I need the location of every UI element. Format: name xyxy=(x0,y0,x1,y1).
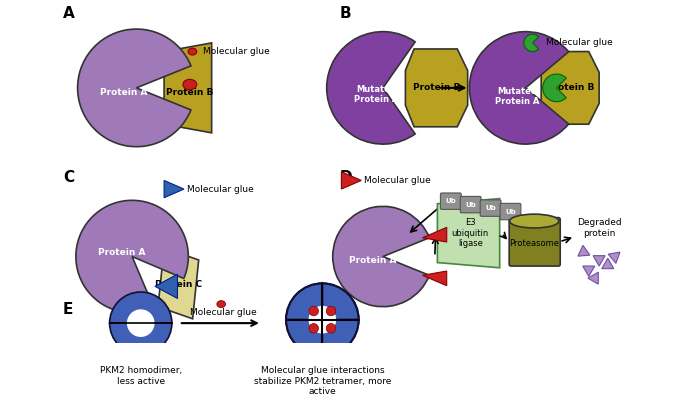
Circle shape xyxy=(309,324,319,333)
Text: PKM2 homodimer,
less active: PKM2 homodimer, less active xyxy=(100,367,182,386)
Wedge shape xyxy=(543,74,566,102)
Polygon shape xyxy=(423,271,447,286)
Text: Proteasome: Proteasome xyxy=(509,239,560,248)
Wedge shape xyxy=(327,32,415,144)
FancyBboxPatch shape xyxy=(509,218,560,266)
Ellipse shape xyxy=(183,79,196,90)
Polygon shape xyxy=(164,181,184,198)
Text: Protein A: Protein A xyxy=(349,256,396,265)
FancyBboxPatch shape xyxy=(460,196,481,213)
Text: E: E xyxy=(63,302,74,317)
Polygon shape xyxy=(583,266,595,276)
Text: Molecular glue interactions
stabilize PKM2 tetramer, more
active: Molecular glue interactions stabilize PK… xyxy=(254,367,391,395)
Circle shape xyxy=(308,306,336,333)
Polygon shape xyxy=(588,272,598,284)
Wedge shape xyxy=(469,32,568,144)
Wedge shape xyxy=(333,206,429,307)
Polygon shape xyxy=(541,52,599,124)
Text: Mutated
Protein A: Mutated Protein A xyxy=(495,87,539,106)
Text: E3
ubiquitin
ligase: E3 ubiquitin ligase xyxy=(452,218,489,248)
Text: A: A xyxy=(63,6,75,21)
Circle shape xyxy=(326,306,335,316)
Text: Mutated
Protein A: Mutated Protein A xyxy=(354,85,398,105)
Polygon shape xyxy=(406,49,468,127)
Text: C: C xyxy=(63,170,74,185)
Text: Ub: Ub xyxy=(446,198,456,204)
Text: D: D xyxy=(340,170,352,185)
Polygon shape xyxy=(593,256,605,266)
Text: Degraded
protein: Degraded protein xyxy=(577,218,622,238)
Polygon shape xyxy=(423,228,447,242)
Wedge shape xyxy=(323,283,358,320)
Text: Protein B: Protein B xyxy=(166,88,214,97)
Wedge shape xyxy=(323,320,358,356)
Text: Molecular glue: Molecular glue xyxy=(190,308,256,317)
Ellipse shape xyxy=(188,48,196,55)
FancyBboxPatch shape xyxy=(500,203,521,220)
Polygon shape xyxy=(342,172,361,189)
Circle shape xyxy=(309,306,319,316)
Text: B: B xyxy=(340,6,351,21)
Circle shape xyxy=(326,324,335,333)
Text: Molecular glue: Molecular glue xyxy=(186,184,253,194)
Text: Molecular glue: Molecular glue xyxy=(546,38,613,47)
Wedge shape xyxy=(286,320,323,356)
Polygon shape xyxy=(437,199,500,268)
FancyBboxPatch shape xyxy=(480,200,501,216)
Polygon shape xyxy=(602,258,614,269)
Wedge shape xyxy=(78,29,191,147)
Wedge shape xyxy=(286,283,323,320)
Ellipse shape xyxy=(217,301,225,308)
Text: Protein B: Protein B xyxy=(413,83,460,92)
Text: Ub: Ub xyxy=(485,205,496,211)
Polygon shape xyxy=(164,43,212,133)
Ellipse shape xyxy=(510,214,559,228)
Polygon shape xyxy=(608,252,620,263)
Text: Protein A: Protein A xyxy=(100,88,147,97)
Polygon shape xyxy=(155,274,178,299)
Text: Protein C: Protein C xyxy=(155,280,202,289)
Polygon shape xyxy=(158,248,198,319)
Text: Ub: Ub xyxy=(505,209,516,214)
Text: Molecular glue: Molecular glue xyxy=(364,176,431,185)
Wedge shape xyxy=(524,34,539,52)
Text: Protein B: Protein B xyxy=(547,83,594,92)
Polygon shape xyxy=(578,245,590,256)
Wedge shape xyxy=(127,309,155,323)
Wedge shape xyxy=(109,323,172,354)
Text: Protein A: Protein A xyxy=(98,248,145,257)
Text: Molecular glue: Molecular glue xyxy=(202,47,269,56)
Wedge shape xyxy=(109,292,172,323)
Text: Ub: Ub xyxy=(465,201,476,208)
FancyBboxPatch shape xyxy=(440,193,461,209)
Wedge shape xyxy=(127,323,155,337)
Wedge shape xyxy=(76,200,188,313)
